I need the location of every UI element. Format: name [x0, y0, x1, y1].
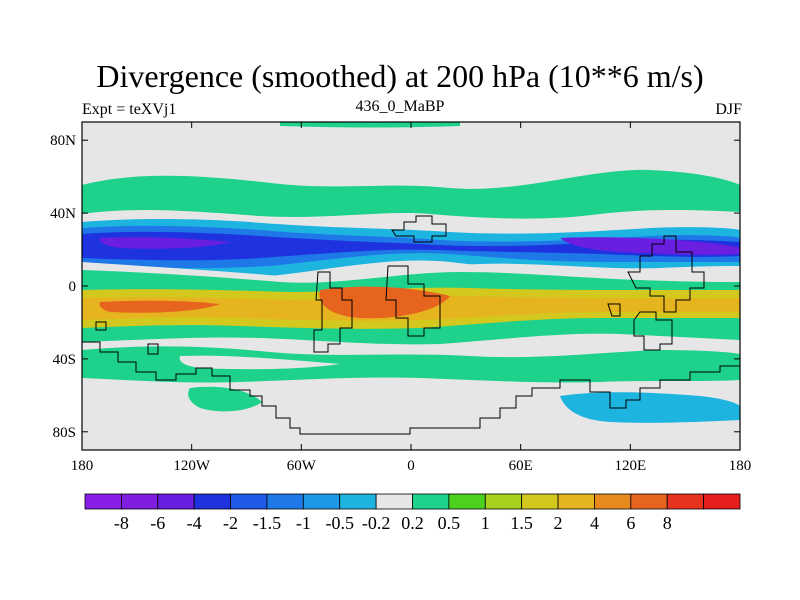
coastline-asia [627, 235, 705, 313]
colorbar-label: -1.5 [253, 513, 282, 533]
colorbar-label: 2 [554, 513, 563, 533]
y-tick-label: 80S [53, 425, 76, 441]
coastline-africa [385, 265, 441, 337]
colorbar-swatch [230, 493, 268, 510]
colorbar-label: -2 [223, 513, 238, 533]
colorbar-swatch [630, 493, 668, 510]
colorbar-label: -1 [296, 513, 311, 533]
colorbar-label: 6 [626, 513, 635, 533]
x-tick-label: 60E [509, 458, 533, 474]
x-tick-label: 120W [173, 458, 211, 474]
y-tick-label: 0 [69, 279, 77, 295]
coastline-se-asia-islands [95, 303, 621, 355]
colorbar-label: -6 [150, 513, 165, 533]
colorbar-swatch [193, 493, 231, 510]
experiment-label: Expt = teXVj1 [82, 101, 177, 118]
colorbar-swatch [448, 493, 486, 510]
sh-midlat-gap [179, 355, 340, 370]
convergence-core-west [99, 237, 230, 249]
colorbar-label: 0.5 [438, 513, 461, 533]
colorbar-swatch [120, 493, 159, 510]
colorbar-swatch [521, 493, 559, 510]
contour-fill [82, 122, 740, 423]
coastline-south-america [313, 271, 353, 353]
x-tick-label: 120E [614, 458, 646, 474]
x-tick-label: 0 [407, 458, 415, 474]
colorbar-swatch [557, 493, 595, 510]
colorbar-swatch [157, 493, 195, 510]
x-tick-label: 180 [729, 458, 752, 474]
season-label: DJF [715, 101, 742, 118]
nh-polar-green [280, 122, 460, 128]
y-tick-label: 40S [53, 352, 76, 368]
colorbar-swatch [339, 493, 377, 510]
divergence-core-pacific [99, 300, 220, 313]
colorbar-swatch [302, 493, 341, 510]
colorbar-label: 0.2 [401, 513, 424, 533]
colorbar-swatch [594, 493, 632, 510]
y-tick-label: 40N [50, 206, 76, 222]
convergence-core-east [560, 237, 740, 255]
axis-ticks: 180 120W 60W 0 60E 120E 180 80N 40N 0 40S 80S [50, 122, 751, 474]
colorbar-swatch [84, 493, 122, 510]
colorbar-swatch [375, 493, 413, 510]
y-tick-label: 80N [50, 133, 76, 149]
colorbar-swatch [666, 493, 705, 510]
chart-title: Divergence (smoothed) at 200 hPa (10**6 … [96, 58, 704, 94]
colorbar-swatch [703, 493, 741, 510]
colorbar-swatch [412, 493, 450, 510]
sh-southern-green [188, 386, 262, 412]
convergence-band-core [82, 231, 740, 261]
colorbar-label: 8 [663, 513, 672, 533]
sh-southern-blue [560, 392, 740, 423]
colorbar: -8 -6 -4 -2 -1.5 -1 -0.5 -0.2 0.2 0.5 1 1.5 2 4 6 8 [84, 493, 741, 533]
coastline-antarctica [82, 341, 740, 435]
colorbar-swatch [484, 493, 523, 510]
coastlines [82, 215, 740, 435]
colorbar-label: -8 [114, 513, 129, 533]
coastline-europe [391, 215, 447, 243]
colorbar-label: -4 [187, 513, 202, 533]
colorbar-label: -0.5 [325, 513, 354, 533]
sh-midlat-green [82, 346, 740, 383]
colorbar-label: 1 [481, 513, 490, 533]
coastline-australia [633, 311, 673, 351]
colorbar-label: 4 [590, 513, 599, 533]
x-tick-label: 180 [71, 458, 94, 474]
colorbar-swatch [266, 493, 304, 510]
period-label: 436_0_MaBP [355, 98, 445, 115]
x-tick-label: 60W [287, 458, 317, 474]
colorbar-label: 1.5 [510, 513, 533, 533]
colorbar-label: -0.2 [362, 513, 391, 533]
